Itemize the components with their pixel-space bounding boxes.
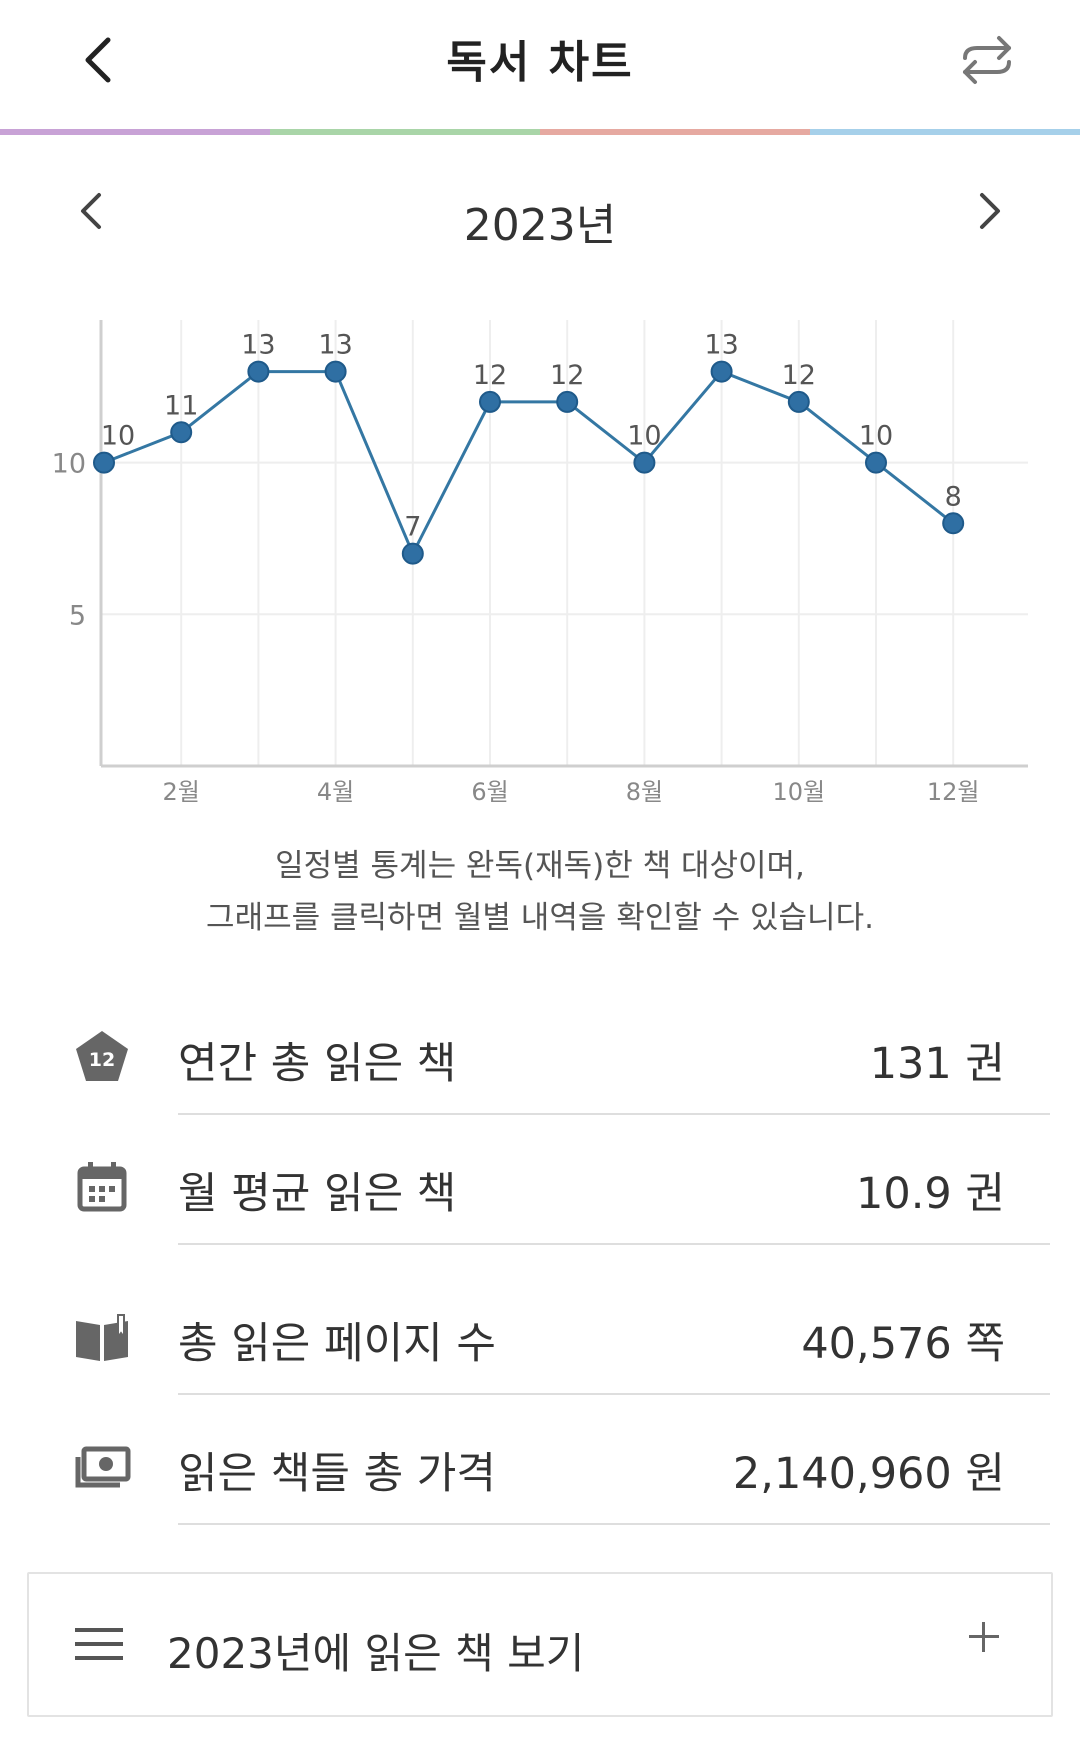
stat-label: 총 읽은 페이지 수	[178, 1319, 496, 1369]
stat-value: 2,140,960 원	[732, 1449, 1005, 1499]
chart-data-point[interactable]	[324, 360, 347, 383]
chart-data-label: 13	[318, 330, 352, 361]
stat-total-price: 읽은 책들 총 가격 2,140,960 원	[0, 1415, 1080, 1545]
badge-number: 12	[89, 1049, 115, 1071]
chart-data-label: 12	[550, 360, 584, 391]
stat-value: 131 권	[869, 1039, 1005, 1089]
color-stripe	[0, 129, 1080, 135]
chart-data-point[interactable]	[787, 390, 810, 413]
stat-label: 연간 총 읽은 책	[178, 1039, 457, 1089]
chart-data-point[interactable]	[710, 360, 733, 383]
swap-icon[interactable]	[955, 28, 1019, 92]
chart-data-point[interactable]	[247, 360, 270, 383]
chart-data-point[interactable]	[556, 390, 579, 413]
chart-data-point[interactable]	[93, 451, 115, 474]
stripe-segment	[270, 129, 540, 135]
previous-year-icon[interactable]	[65, 183, 121, 239]
chart-data-label: 13	[704, 330, 738, 361]
chart-note-line: 일정별 통계는 완독(재독)한 책 대상이며,	[275, 848, 805, 884]
divider	[178, 1393, 1050, 1395]
chart-data-point[interactable]	[170, 421, 193, 444]
chart-xtick-label: 2월	[163, 778, 200, 806]
chart-xtick-label: 10월	[772, 778, 825, 806]
year-label: 2023년	[463, 200, 617, 251]
chart-xtick-label: 4월	[317, 778, 354, 806]
stat-monthly-average: 월 평균 읽은 책 10.9 권	[0, 1135, 1080, 1265]
pentagon-badge-icon: 12	[76, 1031, 128, 1081]
chart-note: 일정별 통계는 완독(재독)한 책 대상이며, 그래프를 클릭하면 월별 내역을…	[0, 840, 1080, 944]
stripe-segment	[810, 129, 1080, 135]
next-year-icon[interactable]	[960, 183, 1016, 239]
chart-data-point[interactable]	[865, 451, 887, 474]
chart-ytick-label: 10	[52, 449, 86, 480]
chart-data-label: 7	[404, 512, 421, 543]
chart-xtick-label: 6월	[471, 778, 508, 806]
divider	[178, 1113, 1050, 1115]
money-icon	[75, 1446, 131, 1488]
monthly-reading-chart[interactable]: 5 10 2월 4월 6월 8월 10월 12월 10 11 13 13 7 12 12 10 13 12 10 8	[0, 300, 1080, 820]
chart-xtick-label: 8월	[626, 778, 663, 806]
stat-total-pages: 총 읽은 페이지 수 40,576 쪽	[0, 1265, 1080, 1415]
chart-ytick-label: 5	[69, 600, 86, 631]
page-title: 독서 차트	[446, 37, 634, 88]
stat-annual-total: 12 연간 총 읽은 책 131 권	[0, 1005, 1080, 1135]
year-navigation: 2023년	[0, 175, 1080, 255]
stripe-segment	[540, 129, 810, 135]
top-bar: 독서 차트	[0, 0, 1080, 130]
chart-data-label: 10	[101, 421, 135, 452]
chart-data-point[interactable]	[479, 390, 501, 413]
stat-label: 읽은 책들 총 가격	[178, 1449, 496, 1499]
chart-data-point[interactable]	[633, 451, 656, 474]
stat-label: 월 평균 읽은 책	[178, 1169, 457, 1219]
divider	[178, 1523, 1050, 1525]
menu-icon	[75, 1628, 123, 1660]
divider	[178, 1243, 1050, 1245]
chart-xtick-label: 12월	[927, 778, 980, 806]
chart-data-label: 12	[782, 360, 816, 391]
stripe-segment	[0, 129, 270, 135]
stat-value: 40,576 쪽	[801, 1319, 1005, 1369]
stat-value: 10.9 권	[856, 1169, 1005, 1219]
chart-data-label: 13	[241, 330, 275, 361]
calendar-icon	[77, 1162, 127, 1212]
view-books-button[interactable]: 2023년에 읽은 책 보기	[27, 1572, 1053, 1717]
chart-data-label: 8	[945, 481, 962, 512]
plus-icon[interactable]	[965, 1618, 1003, 1656]
chart-series-line	[103, 369, 955, 558]
chart-data-label: 10	[859, 421, 893, 452]
chart-data-label: 12	[473, 360, 507, 391]
chart-data-label: 10	[627, 421, 661, 452]
open-book-icon	[76, 1314, 128, 1361]
view-books-label: 2023년에 읽은 책 보기	[167, 1629, 585, 1678]
back-arrow-icon[interactable]	[70, 30, 130, 90]
chart-data-label: 11	[164, 390, 198, 421]
chart-data-point[interactable]	[942, 512, 965, 535]
chart-note-line: 그래프를 클릭하면 월별 내역을 확인할 수 있습니다.	[206, 900, 874, 936]
stats-list: 12 연간 총 읽은 책 131 권 월 평균 읽은 책 10.9 권 총 읽은…	[0, 1005, 1080, 1545]
chart-data-point[interactable]	[401, 542, 424, 565]
